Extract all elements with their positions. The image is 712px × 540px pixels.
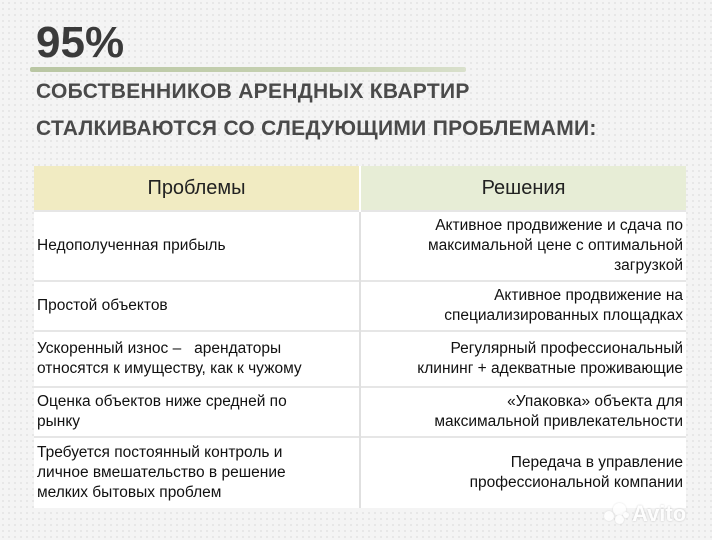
solution-text: максимальной привлекательности (434, 413, 683, 430)
problem-text: относятся к имуществу, как к чужому (37, 360, 302, 377)
avito-watermark-text: Avito (632, 501, 687, 526)
solution-text: Активное продвижение и сдача по (435, 217, 683, 234)
table-row: Ускоренный износ – арендаторы относятся … (34, 330, 686, 387)
table-row: Недополученная прибыль Активное продвиже… (34, 210, 686, 281)
problem-cell: Ускоренный износ – арендаторы относятся … (34, 330, 361, 387)
solution-text: Активное продвижение на (494, 287, 683, 304)
problem-text: Простой объектов (37, 297, 168, 314)
problem-text: Недополученная прибыль (37, 237, 226, 254)
avito-logo-icon (604, 503, 630, 525)
solution-cell: Передача в управление профессиональной к… (360, 436, 686, 508)
headline-line-1: СОБСТВЕННИКОВ АРЕНДНЫХ КВАРТИР (36, 80, 470, 103)
problem-text: Оценка объектов ниже средней по (37, 393, 287, 410)
table-row: Простой объектов Активное продвижение на… (34, 280, 686, 331)
solution-text: клининг + адекватные проживающие (417, 360, 683, 377)
solution-text: профессиональной компании (469, 474, 683, 491)
table-row: Требуется постоянный контроль и личное в… (34, 436, 686, 508)
problem-text: Требуется постоянный контроль и (37, 444, 283, 461)
solution-text: Передача в управление (510, 454, 683, 471)
solution-cell: «Упаковка» объекта для максимальной прив… (360, 386, 686, 437)
problems-solutions-table: Проблемы Решения Недополученная прибыль … (34, 166, 686, 508)
solution-text: загрузкой (614, 257, 683, 274)
problem-text: Ускоренный износ – арендаторы (37, 340, 282, 357)
problem-cell: Требуется постоянный контроль и личное в… (34, 436, 361, 508)
problem-text: мелких бытовых проблем (37, 484, 222, 501)
problem-cell: Недополученная прибыль (34, 210, 361, 281)
headline-line-2: СТАЛКИВАЮТСЯ СО СЛЕДУЮЩИМИ ПРОБЛЕМАМИ: (36, 117, 597, 140)
solution-text: максимальной цене с оптимальной (427, 237, 683, 254)
accent-rule (30, 67, 466, 72)
table-header-row: Проблемы Решения (34, 166, 686, 211)
solution-text: «Упаковка» объекта для (507, 393, 683, 410)
problem-cell: Простой объектов (34, 280, 361, 331)
solution-text: Регулярный профессиональный (450, 340, 683, 357)
column-header-problems: Проблемы (34, 166, 361, 211)
avito-watermark: Avito (604, 500, 704, 528)
problem-text: личное вмешательство в решение (37, 464, 286, 481)
solution-cell: Активное продвижение и сдача по максимал… (360, 210, 686, 281)
problem-text: рынку (37, 413, 81, 430)
percent-headline: 95% (36, 18, 125, 67)
table-row: Оценка объектов ниже средней по рынку «У… (34, 386, 686, 437)
column-header-solutions: Решения (360, 166, 686, 211)
solution-text: специализированных площадках (444, 307, 683, 324)
problem-cell: Оценка объектов ниже средней по рынку (34, 386, 361, 437)
solution-cell: Активное продвижение на специализированн… (360, 280, 686, 331)
solution-cell: Регулярный профессиональный клининг + ад… (360, 330, 686, 387)
